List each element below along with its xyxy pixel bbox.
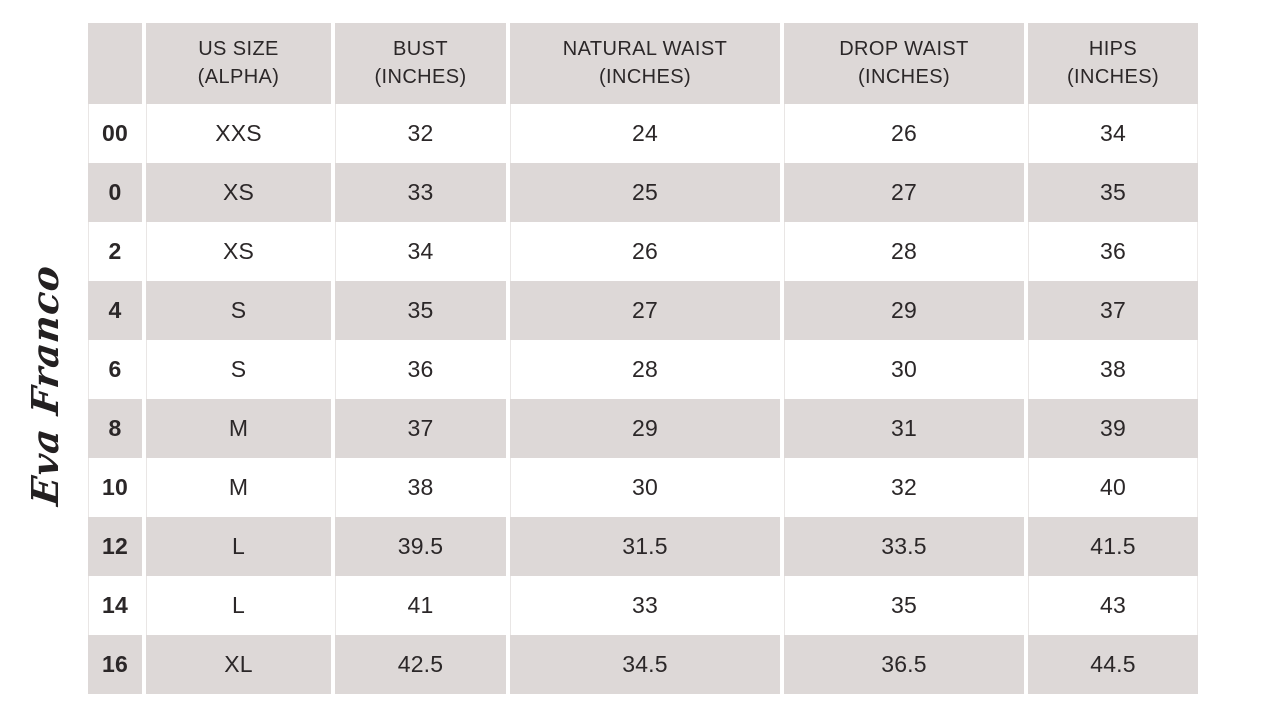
table-header: US SIZE (ALPHA) BUST (INCHES) NATURAL WAIS…: [88, 23, 1198, 104]
size-row-0: 0 XS 33 25 27 35: [88, 163, 1198, 222]
measurement-cell: 33.5: [780, 517, 1024, 576]
measurement-cell: XL: [142, 635, 331, 694]
measurement-cell: 36: [1024, 222, 1198, 281]
corner-header-cell: [88, 23, 142, 104]
column-header-us-size-alpha: US SIZE (ALPHA): [142, 23, 331, 104]
size-row-4: 4 S 35 27 29 37: [88, 281, 1198, 340]
measurement-cell: 26: [780, 104, 1024, 163]
us-size-cell: 16: [88, 635, 142, 694]
measurement-cell: 35: [331, 281, 506, 340]
column-header-drop-waist: DROP WAIST (INCHES): [780, 23, 1024, 104]
measurement-cell: 33: [331, 163, 506, 222]
column-header-bust: BUST (INCHES): [331, 23, 506, 104]
size-row-00: 00 XXS 32 24 26 34: [88, 104, 1198, 163]
us-size-cell: 0: [88, 163, 142, 222]
measurement-cell: 31.5: [506, 517, 780, 576]
measurement-cell: 36: [331, 340, 506, 399]
measurement-cell: 35: [780, 576, 1024, 635]
measurement-cell: 43: [1024, 576, 1198, 635]
us-size-cell: 8: [88, 399, 142, 458]
size-row-16: 16 XL 42.5 34.5 36.5 44.5: [88, 635, 1198, 694]
header-row: US SIZE (ALPHA) BUST (INCHES) NATURAL WAIS…: [88, 23, 1198, 104]
size-row-14: 14 L 41 33 35 43: [88, 576, 1198, 635]
measurement-cell: 42.5: [331, 635, 506, 694]
us-size-cell: 14: [88, 576, 142, 635]
measurement-cell: 44.5: [1024, 635, 1198, 694]
measurement-cell: 29: [780, 281, 1024, 340]
measurement-cell: 41.5: [1024, 517, 1198, 576]
measurement-cell: 28: [506, 340, 780, 399]
measurement-cell: 32: [780, 458, 1024, 517]
column-header-hips: HIPS (INCHES): [1024, 23, 1198, 104]
us-size-cell: 12: [88, 517, 142, 576]
measurement-cell: 31: [780, 399, 1024, 458]
measurement-cell: 30: [780, 340, 1024, 399]
size-row-6: 6 S 36 28 30 38: [88, 340, 1198, 399]
measurement-cell: 39: [1024, 399, 1198, 458]
measurement-cell: 26: [506, 222, 780, 281]
measurement-cell: 41: [331, 576, 506, 635]
brand-logo: Eva Franco: [4, 262, 86, 507]
measurement-cell: M: [142, 458, 331, 517]
us-size-cell: 00: [88, 104, 142, 163]
measurement-cell: 34: [1024, 104, 1198, 163]
size-chart-table: US SIZE (ALPHA) BUST (INCHES) NATURAL WAIS…: [88, 23, 1198, 694]
us-size-cell: 2: [88, 222, 142, 281]
measurement-cell: 25: [506, 163, 780, 222]
measurement-cell: 28: [780, 222, 1024, 281]
measurement-cell: 36.5: [780, 635, 1024, 694]
measurement-cell: S: [142, 340, 331, 399]
us-size-cell: 4: [88, 281, 142, 340]
measurement-cell: 34.5: [506, 635, 780, 694]
brand-logo-text: Eva Franco: [23, 262, 68, 508]
measurement-cell: 40: [1024, 458, 1198, 517]
measurement-cell: L: [142, 517, 331, 576]
measurement-cell: 38: [331, 458, 506, 517]
size-row-8: 8 M 37 29 31 39: [88, 399, 1198, 458]
measurement-cell: 27: [506, 281, 780, 340]
measurement-cell: 27: [780, 163, 1024, 222]
measurement-cell: 29: [506, 399, 780, 458]
us-size-cell: 6: [88, 340, 142, 399]
measurement-cell: 33: [506, 576, 780, 635]
measurement-cell: 37: [331, 399, 506, 458]
measurement-cell: 24: [506, 104, 780, 163]
measurement-cell: XS: [142, 163, 331, 222]
measurement-cell: M: [142, 399, 331, 458]
measurement-cell: 38: [1024, 340, 1198, 399]
size-row-2: 2 XS 34 26 28 36: [88, 222, 1198, 281]
measurement-cell: 39.5: [331, 517, 506, 576]
size-row-12: 12 L 39.5 31.5 33.5 41.5: [88, 517, 1198, 576]
measurement-cell: 30: [506, 458, 780, 517]
measurement-cell: XS: [142, 222, 331, 281]
measurement-cell: S: [142, 281, 331, 340]
column-header-natural-waist: NATURAL WAIST (INCHES): [506, 23, 780, 104]
measurement-cell: XXS: [142, 104, 331, 163]
size-row-10: 10 M 38 30 32 40: [88, 458, 1198, 517]
us-size-cell: 10: [88, 458, 142, 517]
table-body: 00 XXS 32 24 26 34 0 XS 33 25 27 35 2 XS 34 26 28 36 4 S 35 2…: [88, 104, 1198, 694]
measurement-cell: 32: [331, 104, 506, 163]
measurement-cell: 34: [331, 222, 506, 281]
measurement-cell: L: [142, 576, 331, 635]
measurement-cell: 37: [1024, 281, 1198, 340]
measurement-cell: 35: [1024, 163, 1198, 222]
